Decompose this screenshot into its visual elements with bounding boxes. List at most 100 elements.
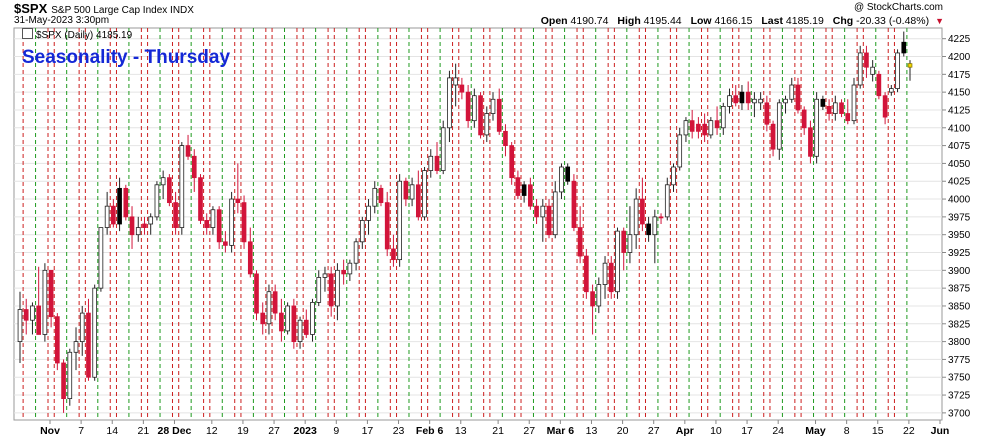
candle-body xyxy=(758,98,763,104)
x-tick-label: 27 xyxy=(268,425,280,437)
candle-body xyxy=(254,273,259,314)
candle-body xyxy=(509,145,515,179)
candle-body xyxy=(378,187,384,204)
candle-body xyxy=(521,184,527,196)
candle-body xyxy=(832,102,838,114)
candle-body xyxy=(652,216,658,236)
y-tick-label: 3775 xyxy=(948,355,971,366)
x-tick-label: 21 xyxy=(138,425,150,437)
candle-body xyxy=(546,205,552,236)
candle-body xyxy=(235,198,241,204)
x-tick-label: 9 xyxy=(333,425,339,437)
candle-body xyxy=(534,205,539,218)
candle-body xyxy=(733,95,739,104)
candle-body xyxy=(708,120,714,136)
candle-body xyxy=(341,269,346,275)
y-tick-label: 3700 xyxy=(948,408,971,419)
x-tick-label: Apr xyxy=(676,425,694,437)
candle-body xyxy=(104,205,110,228)
candle-body xyxy=(857,52,863,86)
candle-body xyxy=(434,155,440,171)
candle-body xyxy=(55,316,60,364)
candle-body xyxy=(117,187,122,225)
candle-body xyxy=(901,41,907,54)
candle-body xyxy=(148,216,154,225)
candle-body xyxy=(820,98,826,107)
open-value: 4190.74 xyxy=(570,15,609,27)
last-value: 4185.19 xyxy=(785,15,824,27)
plot-frame xyxy=(13,27,943,421)
security-name: S&P 500 Large Cap Index xyxy=(51,5,168,16)
candle-body xyxy=(770,123,776,150)
candle-body xyxy=(204,220,210,228)
candle-body xyxy=(247,241,253,275)
candle-body xyxy=(328,273,334,307)
ohlc-readout: Open 4190.74 High 4195.44 Low 4166.15 La… xyxy=(541,15,944,27)
candlestick-series xyxy=(17,31,913,413)
candle-body xyxy=(111,205,116,225)
candle-body xyxy=(279,312,284,332)
candle-body xyxy=(515,177,521,196)
symbol: $SPX xyxy=(14,1,48,16)
candle-body xyxy=(602,262,608,285)
candle-body xyxy=(745,91,751,104)
candle-body xyxy=(191,155,197,179)
candle-body xyxy=(17,309,23,343)
candle-body xyxy=(167,177,172,204)
x-axis: Nov 7 14 21 28 Dec 12 19 27 2023 9 17 23 Feb 6 13 21 27… xyxy=(40,420,949,437)
x-tick-label: Feb 6 xyxy=(416,425,444,437)
candle-body xyxy=(503,130,508,147)
y-tick-label: 3975 xyxy=(948,212,971,223)
x-tick-label: 27 xyxy=(523,425,535,437)
candle-body xyxy=(783,98,788,104)
candle-body xyxy=(552,191,558,236)
y-tick-label: 4175 xyxy=(948,70,971,81)
candle-body xyxy=(415,184,421,218)
candle-body xyxy=(86,312,91,378)
candle-body xyxy=(565,166,571,182)
candle-body xyxy=(490,98,496,114)
candle-body xyxy=(528,184,533,207)
candle-body xyxy=(584,255,589,293)
candle-body xyxy=(882,95,888,118)
candle-body xyxy=(310,301,315,335)
x-tick-label: 24 xyxy=(772,425,784,437)
candle-body xyxy=(61,362,66,400)
candle-body xyxy=(241,202,247,243)
candle-body xyxy=(876,73,882,97)
candle-body xyxy=(453,77,458,86)
candle-body xyxy=(752,98,757,104)
legend-text: $SPX (Daily) 4185.19 xyxy=(36,30,133,41)
candle-body xyxy=(559,166,564,193)
candle-body xyxy=(459,84,465,93)
x-tick-label: 12 xyxy=(206,425,218,437)
candle-body xyxy=(845,113,851,122)
candle-body xyxy=(123,187,129,218)
exchange: INDX xyxy=(170,5,194,16)
candle-body xyxy=(335,269,340,307)
y-tick-label: 4025 xyxy=(948,177,971,188)
y-tick-label: 3875 xyxy=(948,284,971,295)
candle-body xyxy=(571,180,577,228)
candle-body xyxy=(596,284,602,307)
x-tick-label: 14 xyxy=(106,425,118,437)
candle-body xyxy=(422,170,427,218)
open-label: Open xyxy=(540,15,568,27)
x-tick-label: 22 xyxy=(903,425,915,437)
candle-body xyxy=(366,205,371,221)
y-tick-label: 4150 xyxy=(948,88,971,99)
y-tick-label: 3850 xyxy=(948,301,971,312)
y-tick-label: 3925 xyxy=(948,248,971,259)
x-tick-label: May xyxy=(805,425,826,437)
candle-body xyxy=(397,180,402,261)
candle-body xyxy=(764,102,770,125)
candle-body xyxy=(135,227,141,236)
candle-body xyxy=(727,95,732,107)
candle-body xyxy=(776,102,782,150)
candle-body xyxy=(129,216,135,236)
candle-body xyxy=(92,287,98,378)
symbol-title: $SPX S&P 500 Large Cap Index INDX xyxy=(14,1,194,16)
x-tick-label: 23 xyxy=(393,425,405,437)
y-tick-label: 3800 xyxy=(948,337,971,348)
candle-body xyxy=(484,113,490,136)
